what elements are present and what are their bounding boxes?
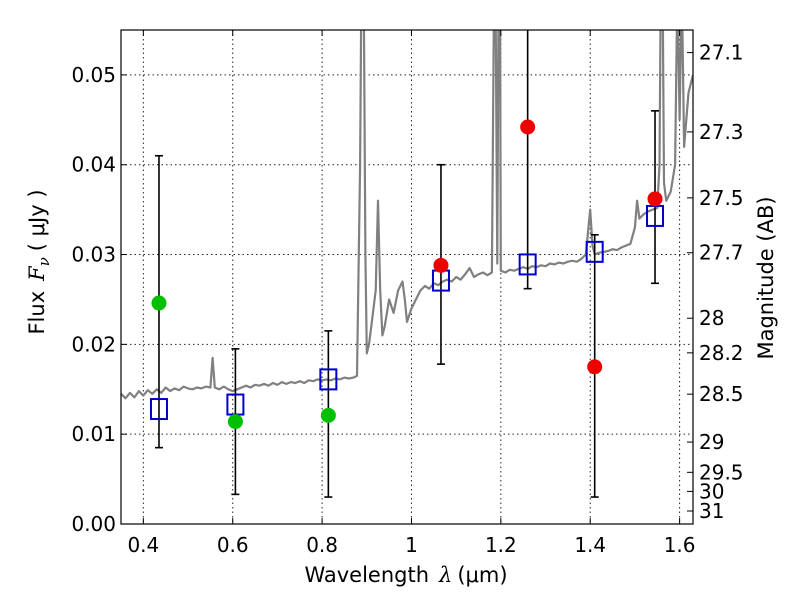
- y2-tick-label: 27.7: [699, 241, 744, 265]
- y2-tick-label: 29: [699, 430, 724, 454]
- photometry-circle-marker: [320, 407, 336, 423]
- y-axis-label-subscript: ν: [35, 257, 53, 266]
- axis-ticks: [121, 30, 693, 525]
- photometry-circle-marker: [520, 119, 536, 135]
- photometry-square-marker: [319, 368, 338, 391]
- y2-tick-label: 28: [699, 306, 724, 330]
- y-axis-label-prefix: Flux: [25, 291, 49, 335]
- y2-tick-label: 28.5: [699, 382, 744, 406]
- y2-axis-label: Magnitude (AB): [754, 196, 778, 359]
- y-tick-label: 0.05: [71, 63, 116, 87]
- photometry-circle-marker: [587, 359, 603, 375]
- x-axis-label-unit: (μm): [457, 563, 507, 587]
- y2-tick-label: 29.5: [699, 460, 744, 484]
- x-axis-label: Wavelength λ (μm): [304, 563, 507, 587]
- y2-tick-label: 28.2: [699, 341, 744, 365]
- x-axis-label-symbol: λ: [438, 563, 452, 587]
- photometry-square-marker: [518, 253, 537, 276]
- y2-tick-label: 27.5: [699, 186, 744, 210]
- x-tick-label: 1: [405, 533, 418, 557]
- photometry-circle-marker: [647, 191, 663, 207]
- x-tick-label: 0.6: [217, 533, 249, 557]
- y-tick-label: 0.01: [71, 422, 116, 446]
- x-axis-label-prefix: Wavelength: [304, 563, 429, 587]
- y2-tick-label: 31: [699, 499, 724, 523]
- x-tick-label: 0.4: [127, 533, 159, 557]
- grid-lines: [121, 30, 693, 524]
- model-spectrum: [121, 30, 693, 400]
- tick-labels: 0.4 0.6 0.8 1 1.2 1.4 1.6 0.00 0.01 0.02 0.03 0.04 0…: [71, 41, 743, 557]
- photometry-circle-marker: [227, 414, 243, 430]
- x-tick-label: 1.6: [664, 533, 696, 557]
- y-axis-label-symbol: F: [25, 265, 49, 282]
- data-markers: [149, 119, 665, 430]
- y-tick-label: 0.04: [71, 153, 116, 177]
- y2-tick-label: 30: [699, 479, 724, 503]
- plot-frame: [120, 29, 694, 525]
- photometry-square-marker: [585, 240, 604, 263]
- photometry-circle-marker: [433, 257, 449, 273]
- spectrum-line: [121, 30, 693, 400]
- x-tick-label: 0.8: [306, 533, 338, 557]
- y-tick-label: 0.03: [71, 243, 116, 267]
- y-tick-label: 0.00: [71, 512, 116, 536]
- y2-tick-label: 27.1: [699, 41, 744, 65]
- photometry-square-marker: [149, 398, 168, 421]
- x-tick-label: 1.4: [574, 533, 606, 557]
- y-tick-label: 0.02: [71, 332, 116, 356]
- x-tick-label: 1.2: [485, 533, 517, 557]
- y-axis-label: Flux Fν ( μJy ): [25, 189, 53, 334]
- y-axis-label-unit: ( μJy ): [25, 189, 49, 251]
- y2-tick-label: 27.3: [699, 120, 744, 144]
- photometry-circle-marker: [151, 295, 167, 311]
